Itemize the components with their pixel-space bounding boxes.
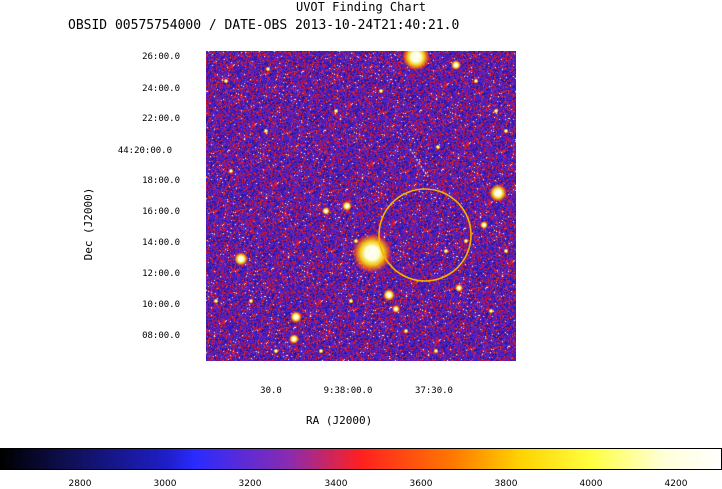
colorbar-tick-label: 4000: [579, 479, 603, 489]
dec-tick-label: 14:00.0: [142, 238, 180, 248]
dec-tick-label: 16:00.0: [142, 207, 180, 217]
colorbar-tick-label: 3800: [494, 479, 518, 489]
colorbar-tick-label: 3600: [409, 479, 433, 489]
ra-tick-label: 9:38:00.0: [323, 386, 373, 396]
colorbar-tick-label: 3200: [238, 479, 262, 489]
dec-tick-label: 22:00.0: [142, 114, 180, 124]
dec-tick-label: 08:00.0: [142, 331, 180, 341]
colorbar-tick-label: 3400: [324, 479, 348, 489]
colorbar-tick-label: 3000: [153, 479, 177, 489]
dec-tick-label: 44:20:00.0: [117, 146, 172, 156]
sky-image[interactable]: [206, 51, 516, 361]
ra-axis-title: RA (J2000): [306, 414, 373, 427]
intensity-colorbar: [0, 448, 722, 470]
colorbar-tick-label: 2800: [68, 479, 92, 489]
chart-title: UVOT Finding Chart: [295, 0, 427, 14]
dec-tick-label: 18:00.0: [142, 176, 180, 186]
dec-tick-label: 10:00.0: [142, 300, 180, 310]
ra-tick-label: 37:30.0: [415, 386, 453, 396]
colorbar-tick-label: 4200: [664, 479, 688, 489]
observation-subtitle: OBSID 00575754000 / DATE-OBS 2013-10-24T…: [68, 18, 460, 33]
dec-tick-label: 12:00.0: [142, 269, 180, 279]
sky-image-canvas[interactable]: [206, 51, 516, 361]
dec-tick-label: 24:00.0: [142, 84, 180, 94]
dec-axis-title: Dec (J2000): [82, 187, 95, 261]
ra-tick-label: 30.0: [260, 386, 282, 396]
dec-tick-label: 26:00.0: [142, 52, 180, 62]
